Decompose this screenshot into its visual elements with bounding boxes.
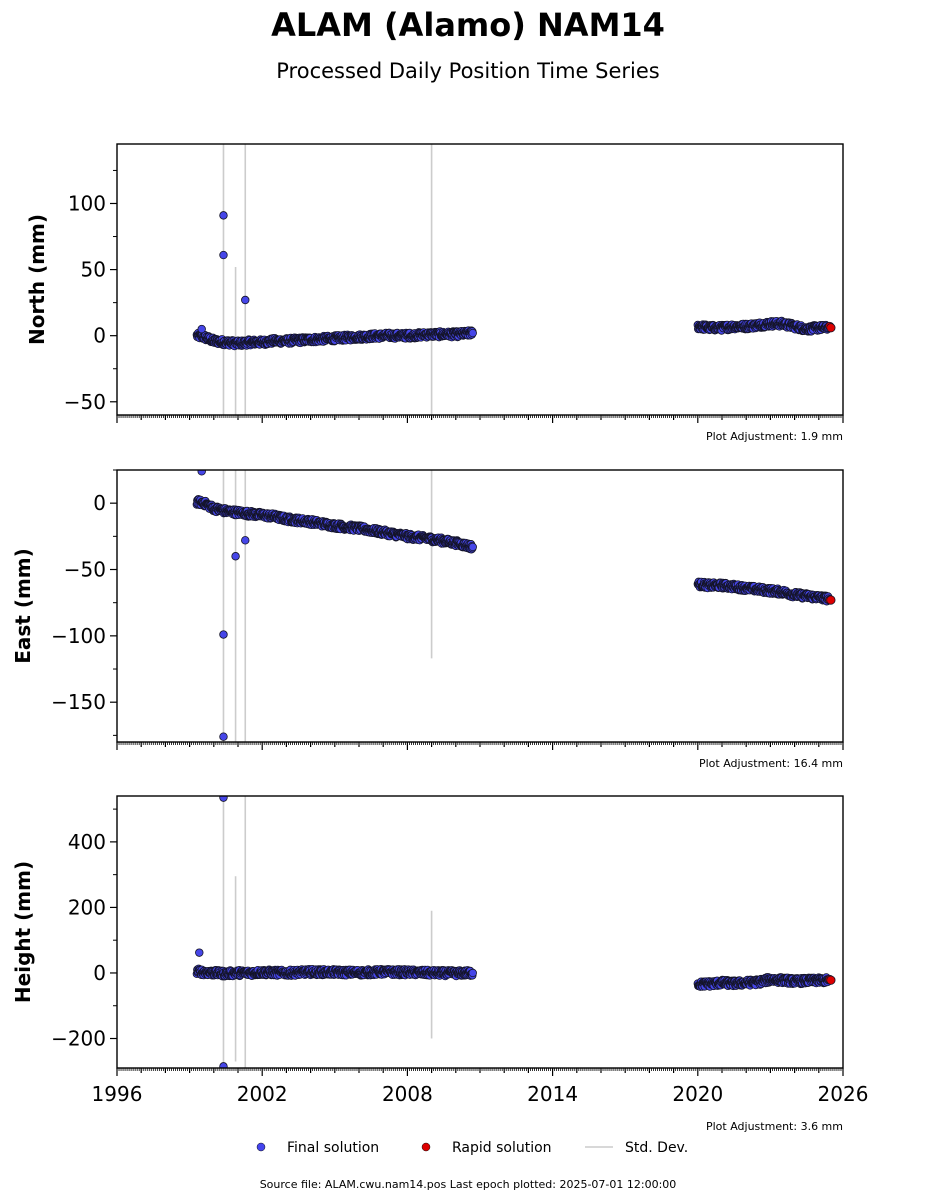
final-point: [219, 250, 228, 260]
final-point: [219, 211, 228, 220]
y-tick-label: 0: [93, 324, 106, 348]
final-point: [468, 542, 477, 552]
y-tick-label: 50: [81, 258, 106, 282]
y-tick-label: 100: [68, 191, 106, 215]
final-point: [241, 536, 250, 545]
y-tick-label: −50: [64, 558, 106, 582]
final-point: [241, 295, 250, 305]
y-axis-label: Height (mm): [11, 861, 35, 1003]
x-tick-label: 1996: [92, 1082, 143, 1106]
rapid-point: [826, 975, 836, 985]
final-point: [219, 1062, 228, 1068]
x-tick-label: 2014: [527, 1082, 578, 1106]
panel-2: −150 −100 −50 0 East (mm) Plot Adjustment: 16…: [11, 469, 844, 770]
panel-frame: [116, 795, 844, 1069]
final-point: [468, 968, 477, 978]
rapid-point: [826, 595, 836, 605]
y-tick-label: −50: [64, 390, 106, 414]
x-tick-label: 2008: [382, 1082, 433, 1106]
plot-area: [192, 796, 836, 1068]
plot-adjustment-label: Plot Adjustment: 1.9 mm: [706, 430, 843, 443]
y-tick-label: 200: [68, 895, 106, 919]
plot-adjustment-label: Plot Adjustment: 3.6 mm: [706, 1120, 843, 1133]
y-axis-label: North (mm): [25, 214, 49, 345]
plot-area: [192, 470, 836, 742]
panel-frame: [116, 143, 844, 416]
legend-stddev-label: Std. Dev.: [625, 1140, 688, 1156]
rapid-point: [826, 323, 836, 333]
y-tick-label: 0: [93, 961, 106, 985]
final-point: [219, 630, 228, 639]
legend-rapid-marker: [421, 1142, 431, 1152]
x-tick-label: 2020: [672, 1082, 723, 1106]
legend: Final solution Rapid solution Std. Dev.: [256, 1140, 688, 1156]
source-footer: Source file: ALAM.cwu.nam14.pos Last epo…: [260, 1178, 677, 1191]
final-point: [468, 328, 477, 338]
final-point: [195, 948, 204, 957]
y-tick-label: 400: [68, 830, 106, 854]
y-axis-label: East (mm): [11, 548, 35, 664]
y-tick-label: −200: [51, 1027, 106, 1051]
chart-subtitle: Processed Daily Position Time Series: [276, 59, 660, 83]
panel-3: −200 0 200 400 Height (mm) Plot Adjustment: 3…: [11, 795, 844, 1133]
final-point: [219, 796, 228, 802]
legend-final-label: Final solution: [287, 1140, 379, 1156]
y-tick-label: 0: [93, 491, 106, 515]
y-tick-label: −100: [51, 624, 106, 648]
x-tick-label: 2002: [237, 1082, 288, 1106]
panel-1: −50 0 50 100 North (mm) Plot Adjustment: 1.9 …: [25, 143, 844, 443]
chart-title: ALAM (Alamo) NAM14: [271, 6, 665, 44]
final-point: [197, 324, 206, 334]
legend-final-marker: [256, 1142, 266, 1152]
final-point: [231, 552, 240, 561]
x-tick-label: 2026: [818, 1082, 869, 1106]
y-tick-label: −150: [51, 690, 106, 714]
final-point: [197, 470, 206, 476]
final-point: [219, 732, 228, 741]
plot-area: [192, 144, 836, 415]
plot-adjustment-label: Plot Adjustment: 16.4 mm: [699, 757, 843, 770]
panels: −50 0 50 100 North (mm) Plot Adjustment: 1.9 …: [11, 143, 869, 1133]
legend-rapid-label: Rapid solution: [452, 1140, 552, 1156]
